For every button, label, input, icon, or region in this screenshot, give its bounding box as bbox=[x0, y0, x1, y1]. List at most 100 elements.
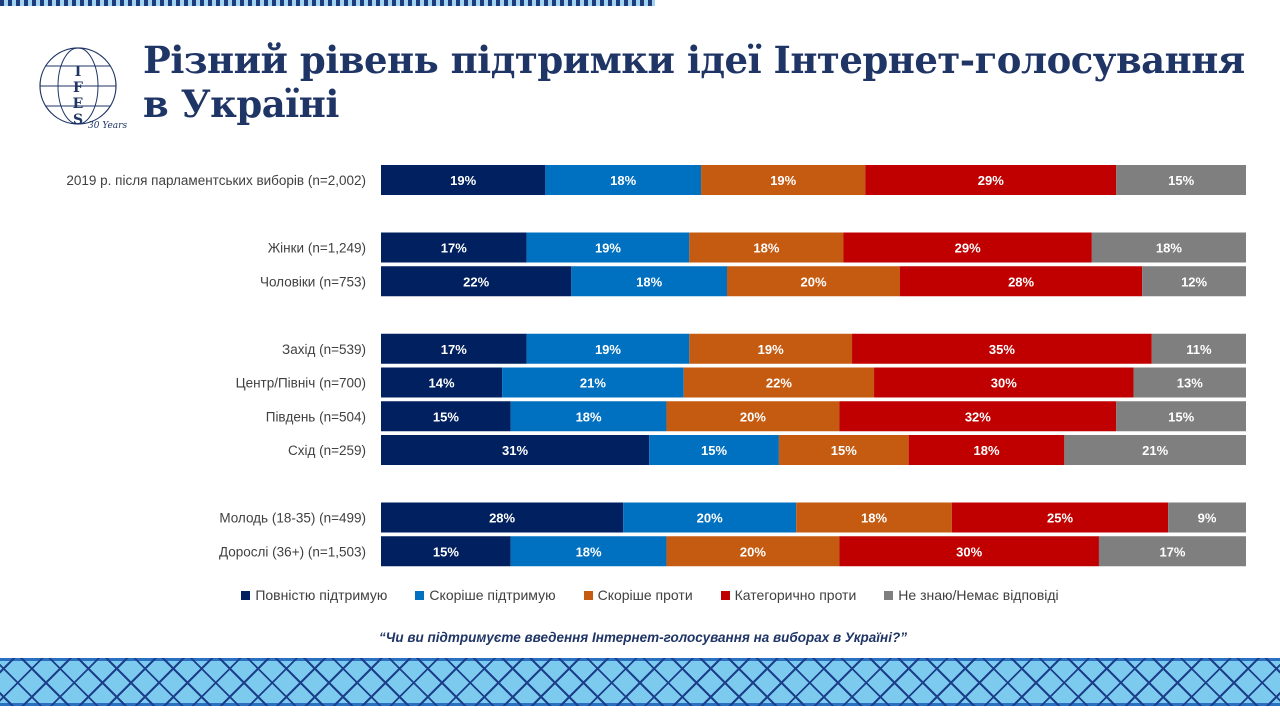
legend-swatch bbox=[241, 590, 251, 600]
svg-text:F: F bbox=[73, 80, 83, 96]
decorative-embroidery-border bbox=[0, 658, 1280, 706]
data-label: 17% bbox=[441, 342, 467, 357]
bar-segment bbox=[796, 502, 952, 533]
data-label: 32% bbox=[965, 409, 991, 424]
data-label: 17% bbox=[441, 241, 467, 256]
data-label: 18% bbox=[973, 443, 999, 458]
legend-swatch bbox=[720, 590, 730, 600]
bar-segment bbox=[908, 435, 1065, 465]
category-label: Південь (n=504) bbox=[266, 409, 366, 424]
data-label: 20% bbox=[740, 544, 766, 559]
bar-segment bbox=[1064, 435, 1246, 465]
data-label: 20% bbox=[697, 511, 723, 526]
bar-segment bbox=[1098, 536, 1246, 567]
bar-segment bbox=[526, 333, 690, 364]
stacked-bar-chart: 2019 р. після парламентських виборів (n=… bbox=[66, 165, 1246, 567]
data-label: 30% bbox=[956, 544, 982, 559]
svg-text:I: I bbox=[75, 64, 82, 80]
category-label: Жінки (n=1,249) bbox=[268, 241, 366, 256]
legend-item: Скоріше підтримую bbox=[415, 587, 556, 603]
legend-swatch bbox=[415, 590, 425, 600]
svg-text:E: E bbox=[73, 96, 84, 112]
data-label: 15% bbox=[701, 443, 727, 458]
bar-segment bbox=[900, 266, 1143, 297]
legend-label: Скоріше проти bbox=[597, 587, 693, 603]
legend-swatch bbox=[583, 590, 593, 600]
category-label: Чоловіки (n=753) bbox=[260, 274, 366, 289]
data-label: 15% bbox=[1168, 409, 1194, 424]
bar-segment bbox=[865, 165, 1117, 195]
category-label: Захід (n=539) bbox=[282, 342, 366, 357]
data-label: 20% bbox=[800, 274, 826, 289]
svg-text:S: S bbox=[73, 112, 83, 128]
bar-segment bbox=[727, 266, 900, 297]
data-label: 29% bbox=[978, 173, 1004, 188]
legend-item: Категорично проти bbox=[720, 587, 857, 603]
legend-item: Скоріше проти bbox=[583, 587, 693, 603]
bar-segment bbox=[701, 165, 866, 195]
bar-segment bbox=[381, 165, 546, 195]
legend-label: Повністю підтримую bbox=[255, 587, 388, 603]
bar-segment bbox=[874, 367, 1134, 398]
bar-segment bbox=[381, 367, 503, 398]
bar-segment bbox=[510, 401, 667, 432]
data-label: 18% bbox=[753, 241, 779, 256]
data-label: 18% bbox=[576, 409, 602, 424]
bar-segment bbox=[545, 165, 702, 195]
bar-segment bbox=[839, 401, 1117, 432]
bar-segment bbox=[381, 435, 650, 465]
legend-label: Категорично проти bbox=[734, 587, 857, 603]
category-label: Схід (n=259) bbox=[288, 443, 366, 458]
data-label: 15% bbox=[1168, 173, 1194, 188]
bar-segment bbox=[683, 367, 875, 398]
bar-segment bbox=[1168, 502, 1246, 533]
bar-segment bbox=[1116, 165, 1246, 195]
bar-segment bbox=[689, 232, 844, 263]
bar-segment bbox=[689, 333, 853, 364]
category-label: Дорослі (36+) (n=1,503) bbox=[219, 544, 366, 559]
data-label: 19% bbox=[595, 241, 621, 256]
data-label: 30% bbox=[991, 376, 1017, 391]
category-label: Центр/Північ (n=700) bbox=[236, 376, 366, 391]
bar-segment bbox=[381, 401, 511, 432]
legend-item: Повністю підтримую bbox=[241, 587, 387, 603]
chart-legend: Повністю підтримую Скоріше підтримую Скорі… bbox=[0, 587, 1280, 603]
data-label: 14% bbox=[429, 376, 455, 391]
bar-segment bbox=[623, 502, 797, 533]
ifes-logo: I F E S 30 Years bbox=[39, 47, 127, 131]
data-label: 13% bbox=[1177, 376, 1203, 391]
bar-segment bbox=[1142, 266, 1246, 297]
category-label: 2019 р. після парламентських виборів (n=… bbox=[66, 173, 366, 188]
data-label: 12% bbox=[1181, 274, 1207, 289]
data-label: 19% bbox=[595, 342, 621, 357]
data-label: 35% bbox=[989, 342, 1015, 357]
data-label: 29% bbox=[955, 241, 981, 256]
bar-segment bbox=[778, 435, 909, 465]
legend-label: Скоріше підтримую bbox=[429, 587, 556, 603]
decorative-top-strip bbox=[0, 0, 655, 6]
data-label: 17% bbox=[1159, 544, 1185, 559]
bar-segment bbox=[381, 536, 511, 567]
data-label: 28% bbox=[489, 511, 515, 526]
bar-segment bbox=[1133, 367, 1246, 398]
data-label: 18% bbox=[861, 511, 887, 526]
data-label: 31% bbox=[502, 443, 528, 458]
bar-segment bbox=[1091, 232, 1246, 263]
bar-segment bbox=[381, 266, 572, 297]
bar-segment bbox=[1116, 401, 1246, 432]
survey-question: “Чи ви підтримуєте введення Інтернет-гол… bbox=[379, 630, 907, 645]
data-label: 18% bbox=[610, 173, 636, 188]
data-label: 18% bbox=[1156, 241, 1182, 256]
bar-segment bbox=[571, 266, 727, 297]
bar-segment bbox=[843, 232, 1092, 263]
legend-label: Не знаю/Немає відповіді bbox=[898, 587, 1059, 603]
bar-segment bbox=[502, 367, 684, 398]
bar-segment bbox=[1151, 333, 1246, 364]
category-label: Молодь (18-35) (n=499) bbox=[219, 511, 366, 526]
data-label: 20% bbox=[740, 409, 766, 424]
data-label: 22% bbox=[766, 376, 792, 391]
bar-segment bbox=[852, 333, 1152, 364]
bar-segment bbox=[839, 536, 1099, 567]
page-title: Різний рівень підтримки ідеї Інтернет-го… bbox=[143, 38, 1245, 126]
bar-segment bbox=[526, 232, 690, 263]
